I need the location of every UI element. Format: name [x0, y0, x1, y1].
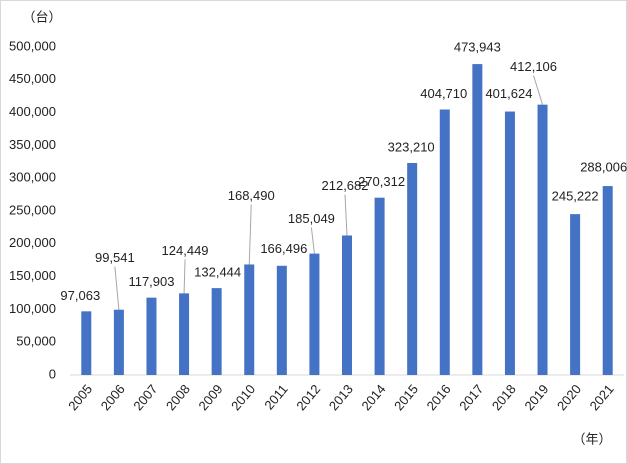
data-label: 99,541: [95, 250, 135, 265]
y-tick-label: 500,000: [9, 38, 56, 53]
bar: [146, 297, 157, 375]
bar: [602, 186, 613, 375]
data-label: 117,903: [128, 274, 174, 289]
y-tick-label: 0: [49, 366, 56, 381]
bar: [113, 309, 124, 375]
bar: [211, 288, 222, 375]
y-tick-label: 100,000: [9, 301, 56, 316]
data-label: 323,210: [388, 139, 435, 154]
bar: [374, 197, 385, 375]
y-tick-label: 250,000: [9, 202, 56, 217]
y-tick-label: 50,000: [16, 334, 56, 349]
data-label: 401,624: [485, 86, 532, 101]
data-label: 166,496: [260, 241, 307, 256]
leader-line: [114, 266, 120, 310]
y-tick-label: 150,000: [9, 268, 56, 283]
data-label: 245,222: [552, 189, 599, 204]
y-tick-label: 200,000: [9, 235, 56, 250]
data-label: 168,490: [228, 188, 275, 203]
leader-line: [183, 259, 186, 294]
bar: [570, 214, 581, 375]
data-label: 288,006: [580, 160, 627, 175]
leader-line: [310, 227, 315, 254]
leader-line: [344, 194, 348, 236]
bar: [407, 162, 418, 375]
y-tick-label: 400,000: [9, 104, 56, 119]
leader-line: [248, 204, 252, 265]
leader-line: [533, 75, 544, 105]
y-tick-label: 350,000: [9, 137, 56, 152]
data-label: 404,710: [420, 86, 467, 101]
data-label: 132,444: [194, 265, 241, 280]
bar: [342, 235, 352, 375]
data-label: 473,943: [454, 40, 501, 55]
y-unit: （台）: [22, 9, 61, 24]
bar: [504, 111, 515, 375]
bar: [537, 104, 548, 376]
data-label: 185,049: [288, 211, 335, 226]
x-unit: （年）: [572, 431, 611, 446]
bar: [309, 253, 320, 375]
bar: [81, 311, 92, 375]
y-tick-label: 450,000: [9, 71, 56, 86]
y-tick-label: 300,000: [9, 170, 56, 185]
bar: [276, 265, 287, 375]
data-label: 97,063: [60, 288, 100, 303]
bar: [472, 64, 483, 376]
data-label: 270,312: [358, 174, 405, 189]
data-label: 124,449: [162, 243, 209, 258]
bar: [179, 293, 190, 375]
data-label: 412,106: [510, 59, 557, 74]
bar: [439, 109, 450, 375]
data-label: 212,682: [322, 178, 369, 193]
bar: [244, 264, 255, 375]
